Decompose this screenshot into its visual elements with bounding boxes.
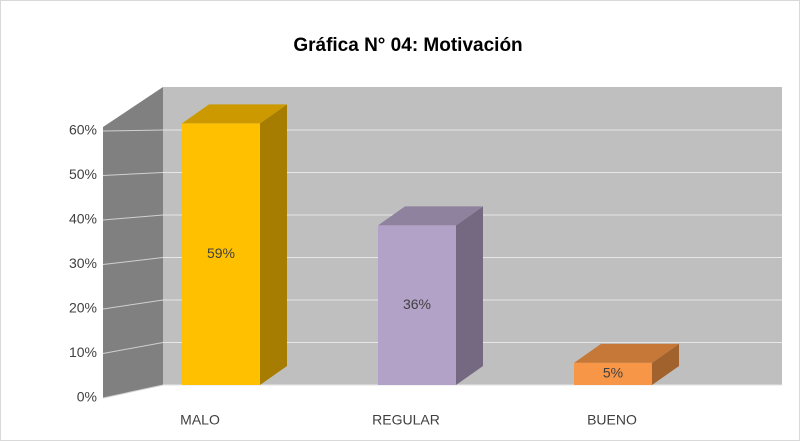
grid-line-side [102, 214, 164, 221]
chart-title: Gráfica N° 04: Motivación [293, 35, 522, 56]
y-tick-label: 50% [69, 166, 97, 182]
bar-top [574, 343, 679, 363]
bar-top [378, 206, 483, 226]
grid-line-side [102, 384, 164, 399]
side-wall [103, 87, 163, 398]
grid-line-side [102, 257, 164, 265]
y-tick-label: 0% [77, 389, 97, 405]
y-tick-label: 30% [69, 255, 97, 271]
x-tick-label: BUENO [587, 412, 637, 428]
bar-side [456, 206, 483, 385]
bar-top [182, 104, 287, 124]
data-label: 36% [403, 296, 431, 312]
x-tick-label: MALO [180, 412, 220, 428]
y-tick-label: 20% [69, 300, 97, 316]
x-tick-label: REGULAR [372, 412, 440, 428]
data-label: 59% [207, 245, 235, 261]
y-tick-label: 60% [69, 122, 97, 138]
bar [378, 225, 456, 385]
bar-side [652, 343, 679, 385]
y-tick-label: 10% [69, 344, 97, 360]
y-tick-label: 40% [69, 211, 97, 227]
grid-line-side [102, 299, 164, 310]
grid-line-side [102, 129, 164, 132]
bar [574, 362, 652, 385]
data-label: 5% [603, 365, 623, 381]
bar-side [260, 104, 287, 385]
bar [182, 123, 260, 385]
grid-line-side [102, 342, 164, 354]
grid-line-side [102, 172, 164, 176]
